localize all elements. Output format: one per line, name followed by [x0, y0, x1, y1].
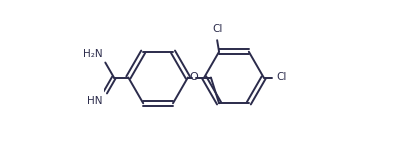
Text: O: O	[189, 73, 198, 82]
Text: Cl: Cl	[276, 73, 286, 82]
Text: Cl: Cl	[212, 24, 222, 34]
Text: HN: HN	[87, 96, 103, 106]
Text: H₂N: H₂N	[83, 49, 103, 59]
